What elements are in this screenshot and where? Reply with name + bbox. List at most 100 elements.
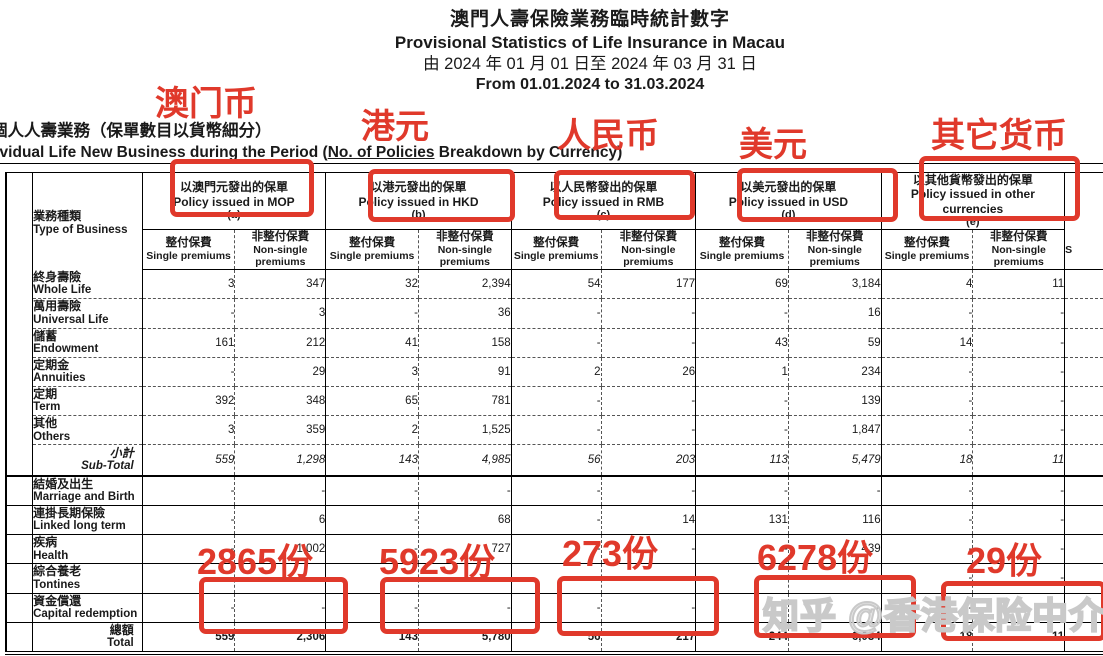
value-cell: 359: [234, 415, 326, 446]
empty-left-cell: [6, 475, 34, 506]
value-cell: 1,847: [787, 415, 882, 446]
value-cell: 439: [787, 534, 882, 565]
empty-left-cell: [6, 328, 34, 358]
value-cell: -: [972, 475, 1065, 506]
value-cell: -: [417, 593, 512, 623]
table-row: 定期 Term 392 348 65 781- - -139- -: [6, 386, 1103, 417]
annotation-total-usd: 6278份: [757, 537, 874, 578]
value-cell: -: [880, 386, 973, 417]
value-cell: -: [972, 505, 1065, 536]
row-label: 疾病 Health: [32, 534, 143, 565]
row-label: 連掛長期保險 Linked long term: [32, 505, 143, 536]
subtitle-en-suffix: Breakdown by Currency): [434, 144, 623, 161]
sub-header-row: 整付保費 Single premiums 非整付保費 Non-single premi…: [6, 229, 1103, 271]
annotation-currency-other: 其它货币: [931, 117, 1067, 155]
value-cell: 41: [325, 328, 419, 358]
value-cell: -: [600, 593, 696, 623]
value-cell: -: [880, 357, 973, 387]
value-cell: -: [510, 415, 602, 446]
value-cell: -: [141, 298, 235, 329]
value-cell: -: [325, 475, 419, 506]
value-cell: 11: [972, 269, 1065, 300]
business-type-en: Type of Business: [33, 223, 128, 236]
table-row: 終身壽險 Whole Life 3 347 32 2,394 54 177 69 3,184 4 11: [6, 269, 1103, 300]
group-other-zh: 以其他貨幣發出的保單: [912, 173, 1033, 187]
value-cell: -: [141, 505, 235, 536]
value-cell: 131: [695, 505, 789, 536]
value-cell: 3: [325, 357, 419, 387]
value-cell: 727: [417, 534, 512, 565]
sub-header-single-0: 整付保費 Single premiums: [141, 229, 235, 271]
title-block: 澳門人壽保險業務臨時統計數字 Provisional Statistics of…: [235, 8, 945, 96]
empty-left-cell: [6, 622, 34, 654]
partial-cell: [1064, 269, 1103, 300]
row-label: 綜合養老 Tontines: [32, 563, 143, 594]
value-cell: 29: [234, 357, 326, 387]
value-cell: -: [972, 593, 1065, 623]
empty-left-cell: [6, 269, 34, 299]
value-cell: -: [510, 505, 602, 536]
value-cell: 56: [510, 622, 602, 654]
partial-cell: [1064, 444, 1103, 477]
annotation-currency-rmb: 人民币: [557, 117, 659, 155]
value-cell: -: [972, 328, 1065, 358]
value-cell: 56: [510, 444, 602, 477]
value-cell: -: [141, 534, 235, 565]
sub-header-nonsingle-4: 非整付保費 Non-single premiums: [972, 229, 1065, 271]
value-cell: 16: [787, 298, 882, 329]
group-usd-zh: 以美元發出的保單: [740, 180, 837, 195]
annotation-currency-hkd: 港元: [361, 108, 429, 146]
value-cell: 212: [234, 328, 326, 358]
value-cell: -: [600, 534, 696, 565]
value-cell: -: [600, 328, 696, 358]
sub-header-single-1: 整付保費 Single premiums: [325, 229, 419, 271]
value-cell: 68: [417, 505, 512, 536]
value-cell: -: [417, 475, 512, 506]
value-cell: -: [880, 593, 973, 623]
highlight-box-other-header: [919, 156, 1080, 221]
value-cell: 217: [600, 622, 696, 654]
value-cell: 158: [417, 328, 512, 358]
value-cell: 347: [234, 269, 326, 300]
value-cell: -: [510, 386, 602, 417]
title-period-en: From 01.01.2024 to 31.03.2024: [475, 76, 705, 94]
sub-header-partial: S: [1064, 229, 1103, 271]
value-cell: 54: [510, 269, 602, 300]
empty-left-cell: [6, 534, 34, 565]
highlight-box-usd-header: [737, 168, 898, 222]
title-zh: 澳門人壽保險業務臨時統計數字: [449, 9, 730, 30]
value-cell: 113: [695, 444, 789, 477]
group-rmb-zh: 以人民幣發出的保單: [549, 180, 658, 195]
group-hkd-zh: 以港元發出的保單: [370, 180, 467, 195]
value-cell: 69: [695, 269, 789, 300]
value-cell: -: [972, 357, 1065, 387]
value-cell: 4: [880, 269, 973, 300]
value-cell: -: [600, 415, 696, 446]
subtitle-en-prefix: Individual Life New Business during the …: [0, 144, 328, 161]
empty-left-cell: [6, 298, 34, 329]
highlight-box-rmb-total: [557, 576, 719, 636]
value-cell: 143: [325, 444, 419, 477]
row-label: 總額 Total: [32, 622, 143, 654]
value-cell: 1,002: [234, 534, 326, 565]
partial-cell: [1064, 534, 1103, 565]
value-cell: 177: [600, 269, 696, 300]
value-cell: -: [880, 534, 973, 565]
group-usd-en: Policy issued in USD: [728, 194, 849, 209]
group-mop-zh: 以澳門元發出的保單: [179, 180, 288, 195]
annotation-total-hkd: 5923份: [379, 541, 496, 582]
value-cell: -: [787, 593, 882, 623]
value-cell: 59: [787, 328, 882, 358]
partial-cell: [1064, 593, 1103, 623]
value-cell: -: [695, 593, 789, 623]
row-label: 終身壽險 Whole Life: [32, 269, 143, 300]
value-cell: -: [695, 298, 789, 329]
partial-cell: [1064, 386, 1103, 417]
table-row: 連掛長期保險 Linked long term -6-68-14 131 116- -: [6, 505, 1103, 536]
sub-header-nonsingle-0: 非整付保費 Non-single premiums: [234, 229, 326, 271]
value-cell: 26: [600, 357, 696, 387]
partial-cell: [1064, 298, 1103, 329]
value-cell: -: [880, 415, 973, 446]
value-cell: -: [695, 534, 789, 565]
